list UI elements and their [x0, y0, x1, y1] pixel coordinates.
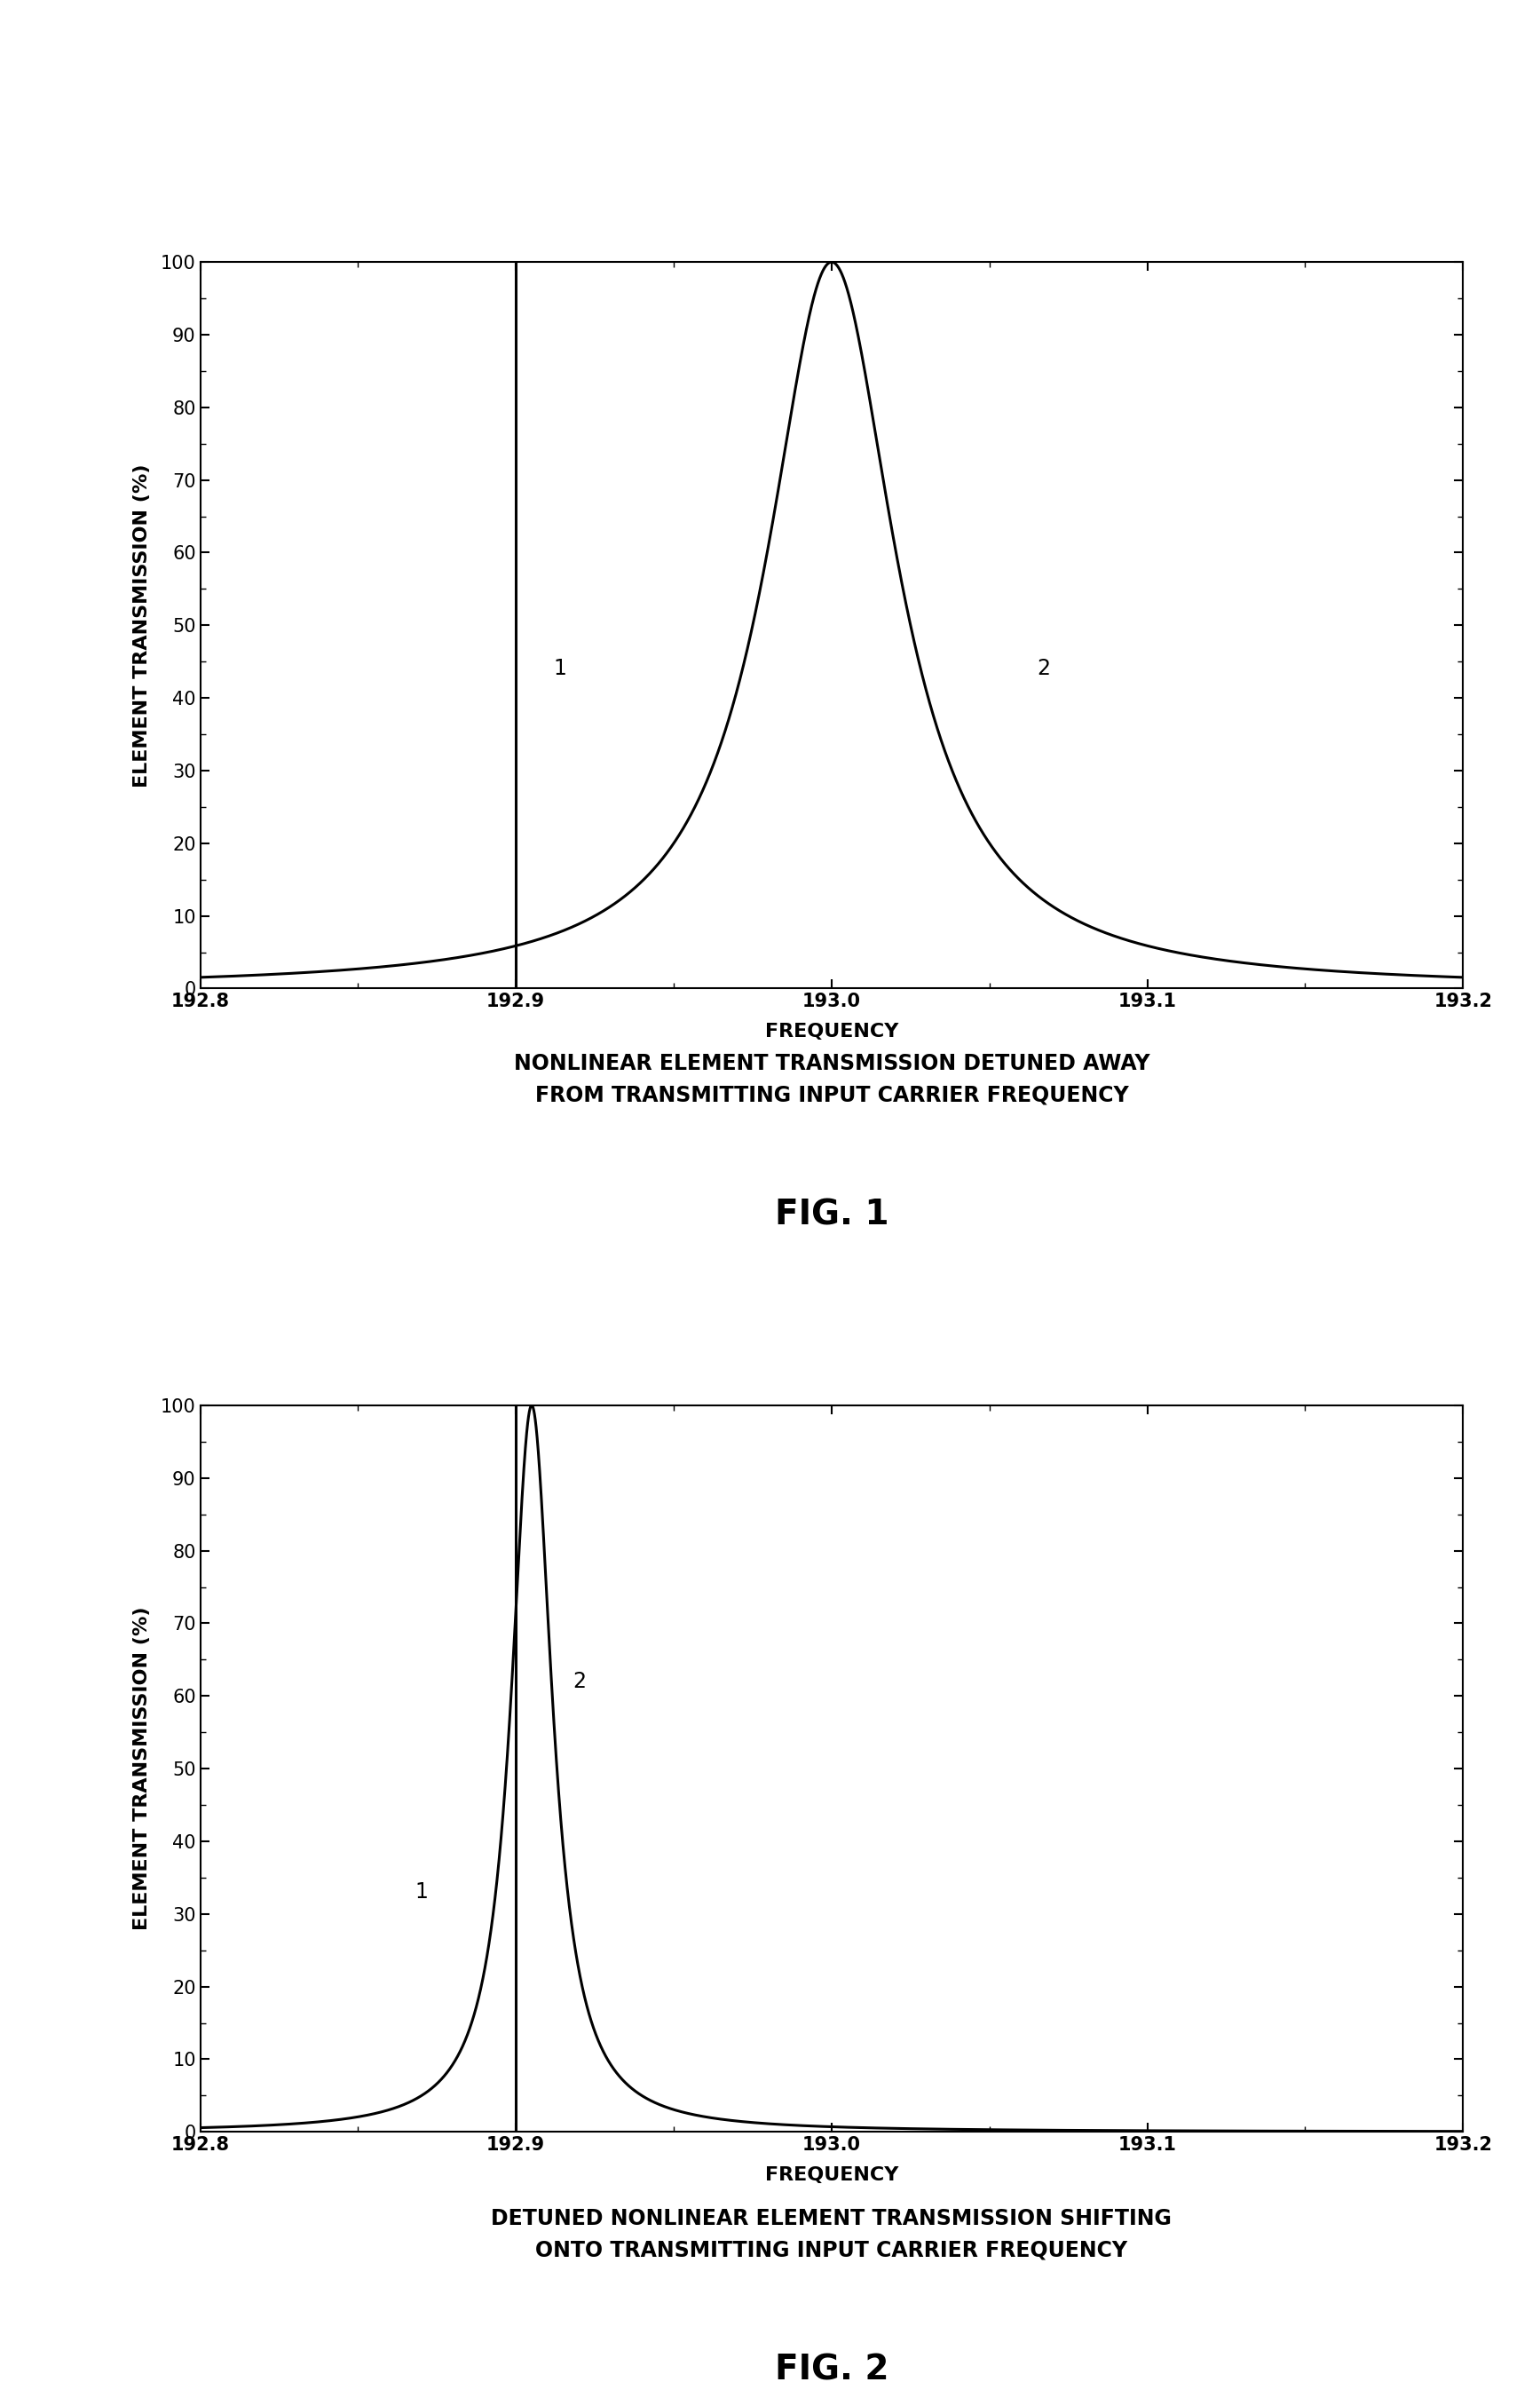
Text: 2: 2 [573, 1670, 587, 1691]
X-axis label: FREQUENCY: FREQUENCY [765, 2165, 898, 2184]
Y-axis label: ELEMENT TRANSMISSION (%): ELEMENT TRANSMISSION (%) [132, 1608, 151, 1929]
Text: DETUNED NONLINEAR ELEMENT TRANSMISSION SHIFTING
ONTO TRANSMITTING INPUT CARRIER : DETUNED NONLINEAR ELEMENT TRANSMISSION S… [491, 2208, 1172, 2261]
Text: 1: 1 [414, 1882, 428, 1903]
Text: NONLINEAR ELEMENT TRANSMISSION DETUNED AWAY
FROM TRANSMITTING INPUT CARRIER FREQ: NONLINEAR ELEMENT TRANSMISSION DETUNED A… [513, 1053, 1150, 1105]
Text: 2: 2 [1036, 657, 1050, 679]
Text: FIG. 1: FIG. 1 [775, 1198, 889, 1231]
Y-axis label: ELEMENT TRANSMISSION (%): ELEMENT TRANSMISSION (%) [132, 464, 151, 786]
Text: FIG. 2: FIG. 2 [775, 2353, 889, 2382]
X-axis label: FREQUENCY: FREQUENCY [765, 1022, 898, 1041]
Text: 1: 1 [554, 657, 567, 679]
